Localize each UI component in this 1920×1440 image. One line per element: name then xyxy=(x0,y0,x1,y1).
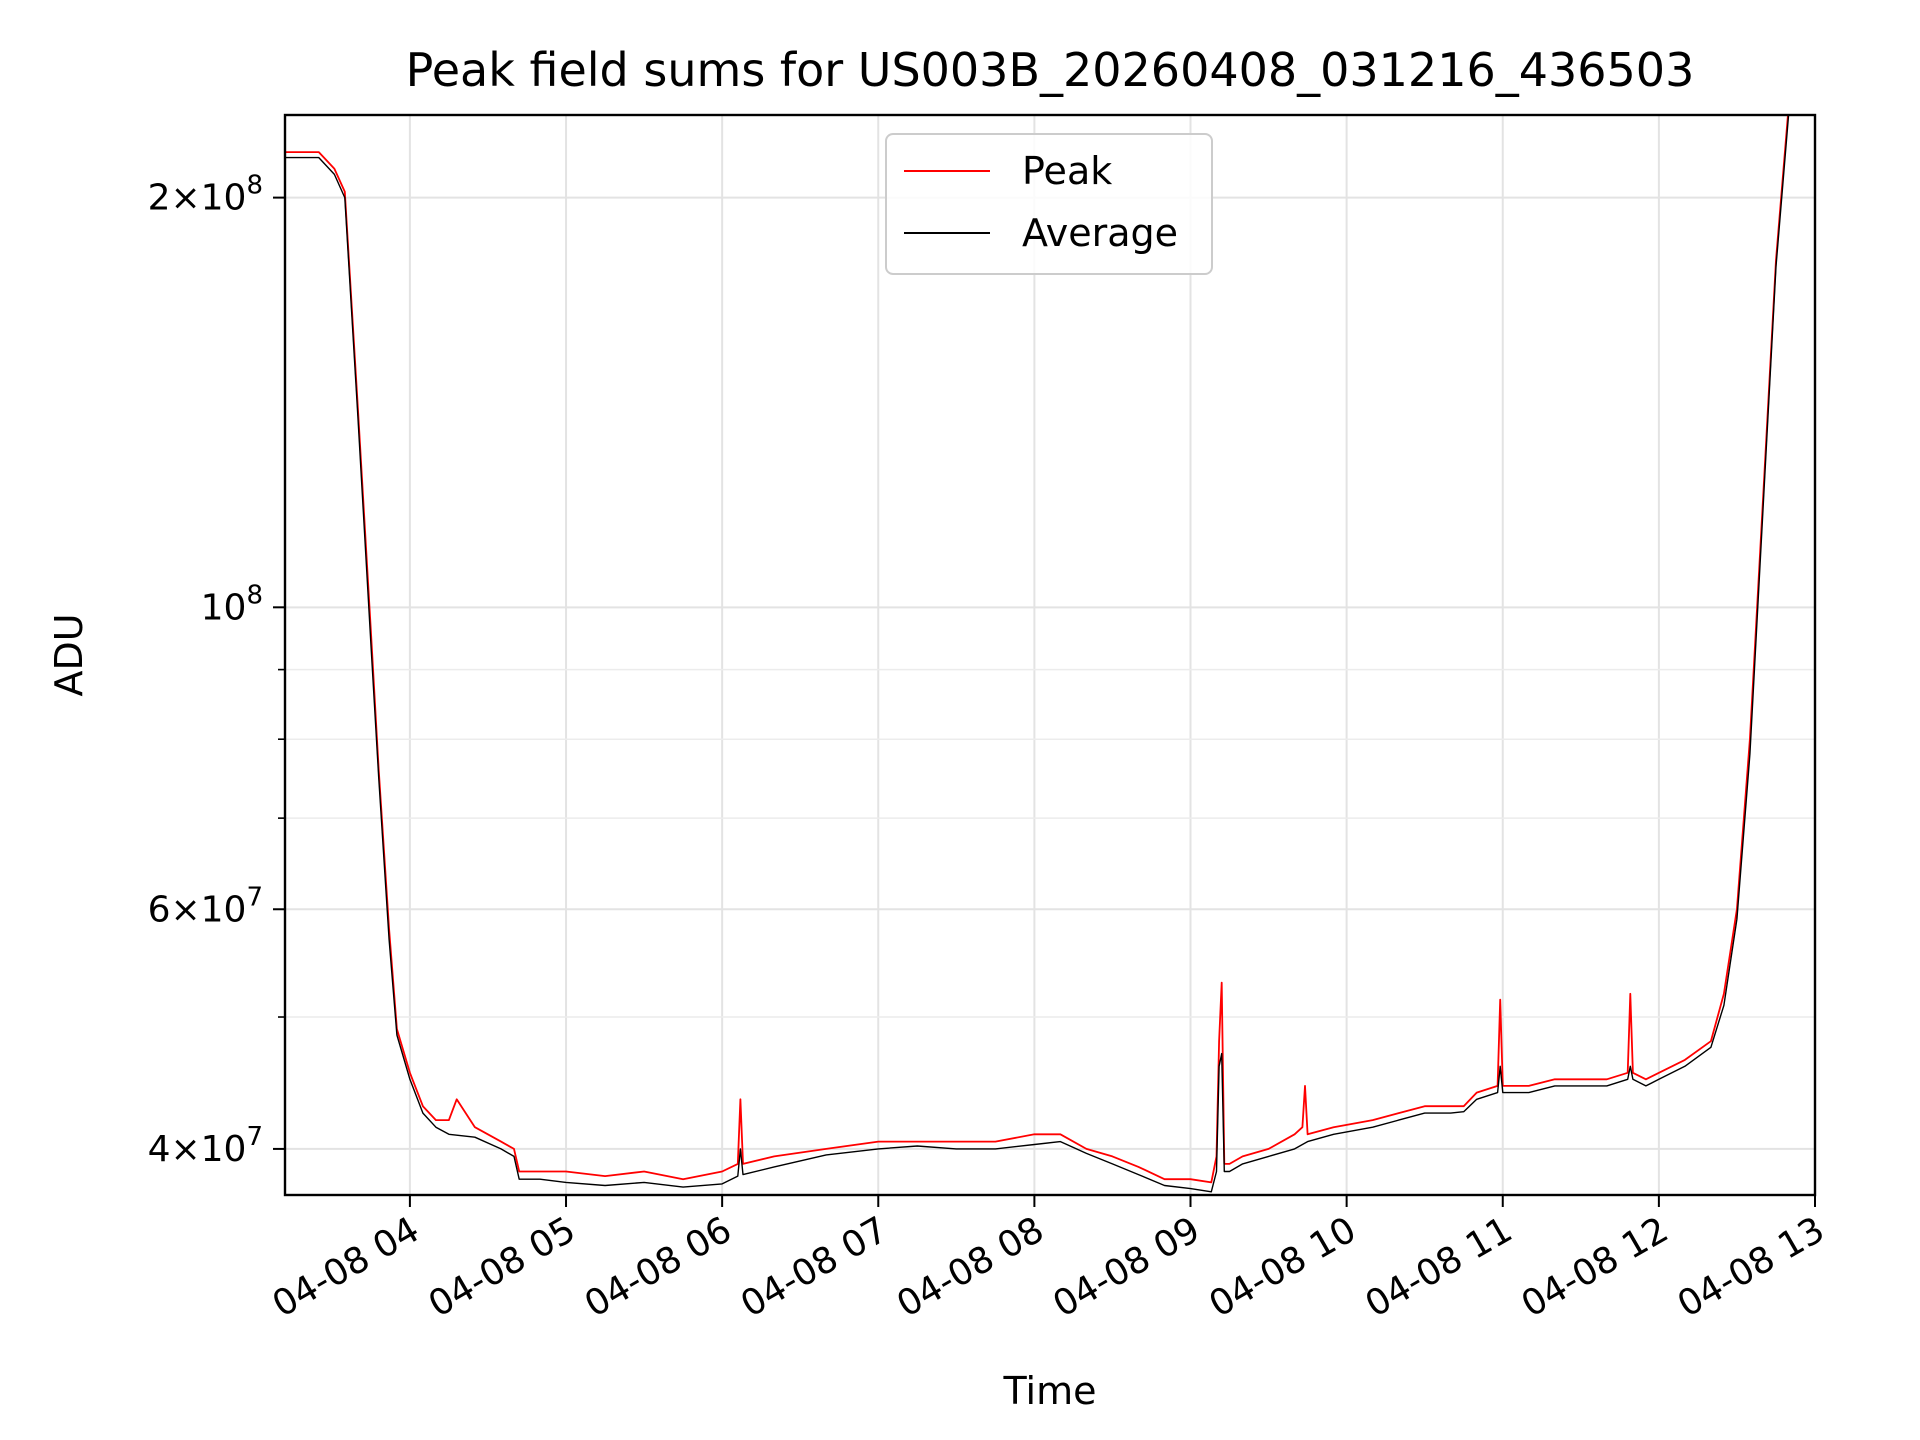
y-axis-label: ADU xyxy=(47,613,91,696)
x-axis-label: Time xyxy=(1003,1369,1097,1413)
legend-label-average: Average xyxy=(1022,211,1178,255)
y-axis: 4×107 6×107 108 2×108 xyxy=(148,171,285,1170)
y-tick-label: 108 xyxy=(201,580,263,628)
y-tick-label: 6×107 xyxy=(148,882,263,930)
legend-label-peak: Peak xyxy=(1022,149,1112,193)
y-tick-label: 4×107 xyxy=(148,1122,263,1170)
series-layer xyxy=(285,115,1790,1193)
legend: Peak Average xyxy=(885,133,1213,275)
chart-title: Peak field sums for US003B_20260408_0312… xyxy=(406,43,1695,97)
series-line-average xyxy=(285,115,1790,1193)
plot-area-frame xyxy=(283,113,1817,1197)
series-line-peak xyxy=(285,115,1789,1184)
legend-box xyxy=(885,133,1213,275)
y-tick-label: 2×108 xyxy=(148,171,263,219)
